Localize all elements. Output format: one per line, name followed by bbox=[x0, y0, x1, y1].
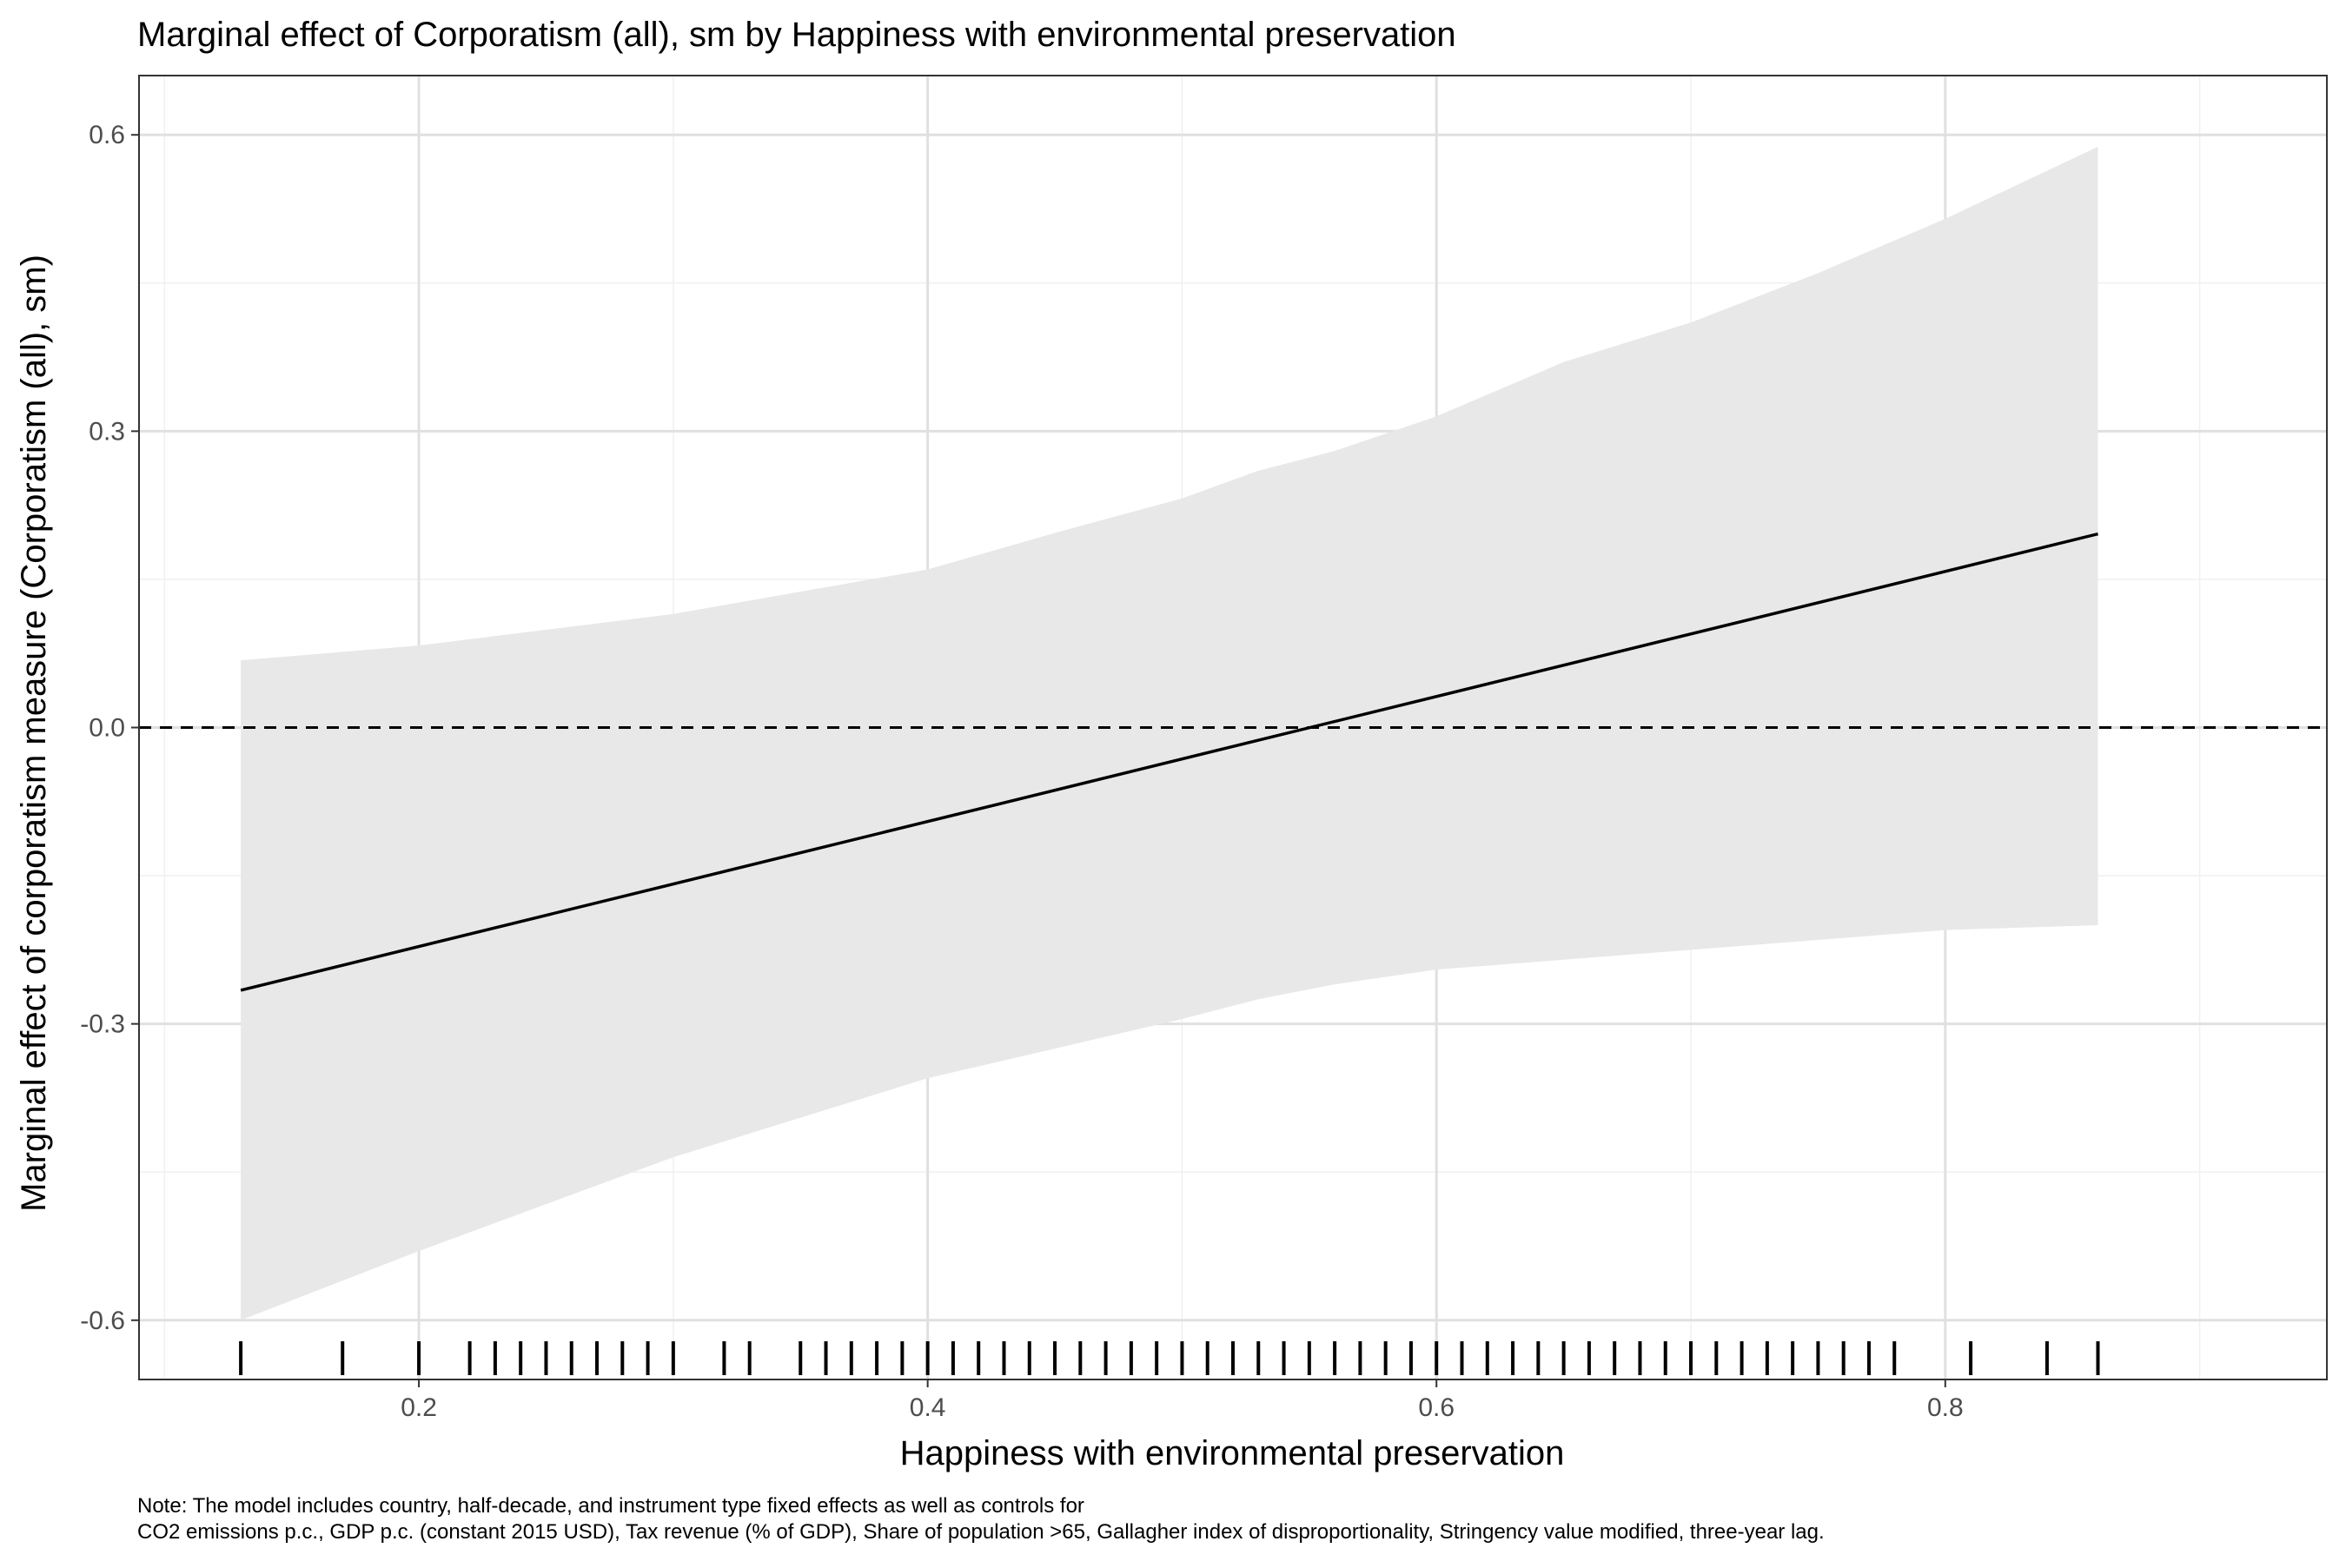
note-line-1: Note: The model includes country, half-d… bbox=[137, 1494, 1084, 1518]
y-axis-ticks: -0.6 -0.3 0.0 0.3 0.6 bbox=[80, 121, 139, 1335]
x-tick-label: 0.2 bbox=[401, 1393, 437, 1422]
chart-title: Marginal effect of Corporatism (all), sm… bbox=[137, 16, 1456, 54]
x-tick-label: 0.4 bbox=[910, 1393, 946, 1422]
y-tick-label: 0.0 bbox=[89, 714, 125, 743]
x-tick-label: 0.6 bbox=[1418, 1393, 1455, 1422]
y-tick-label: -0.3 bbox=[80, 1010, 125, 1039]
y-axis-title: Marginal effect of corporatism measure (… bbox=[15, 255, 53, 1212]
rug-marks bbox=[239, 1341, 2100, 1375]
note-line-2: CO2 emissions p.c., GDP p.c. (constant 2… bbox=[137, 1520, 1825, 1544]
y-tick-label: 0.6 bbox=[89, 121, 125, 149]
confidence-band-area bbox=[241, 146, 2098, 1320]
x-tick-label: 0.8 bbox=[1927, 1393, 1964, 1422]
y-tick-label: -0.6 bbox=[80, 1307, 125, 1335]
effect-line bbox=[240, 532, 2098, 992]
x-axis-ticks: 0.2 0.4 0.6 0.8 bbox=[401, 1379, 1964, 1422]
marginal-effect-line bbox=[240, 532, 2098, 992]
x-axis-title: Happiness with environmental preservatio… bbox=[900, 1434, 1565, 1472]
confidence-band bbox=[241, 146, 2098, 1320]
y-tick-label: 0.3 bbox=[89, 417, 125, 446]
